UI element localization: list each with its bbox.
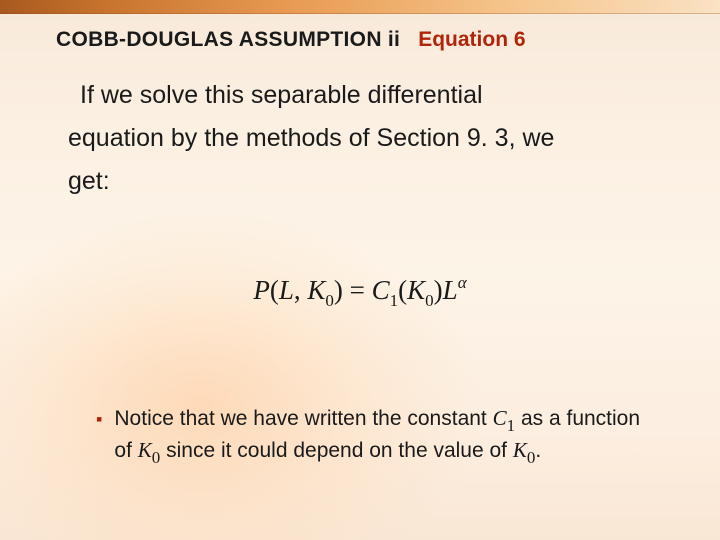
eq-sub0a: 0 <box>325 291 334 310</box>
bullet-K2: K <box>513 438 527 462</box>
body-line-1: If we solve this separable differential <box>80 74 678 117</box>
body-line-2: equation by the methods of Section 9. 3,… <box>68 117 678 160</box>
eq-K2: K <box>407 275 425 305</box>
eq-sub0b: 0 <box>425 291 434 310</box>
eq-open1: ( <box>270 275 279 305</box>
eq-K1: K <box>307 275 325 305</box>
header-title: COBB-DOUGLAS ASSUMPTION ii <box>56 28 400 52</box>
bullet-block: ▪ Notice that we have written the consta… <box>96 404 650 469</box>
bullet-C: C <box>493 406 507 430</box>
eq-L2: L <box>443 275 458 305</box>
eq-alpha: α <box>458 273 467 292</box>
eq-comma: , <box>294 275 308 305</box>
bullet-period: . <box>535 439 541 462</box>
body-paragraph: If we solve this separable differential … <box>68 74 678 203</box>
bullet-text: Notice that we have written the constant… <box>114 404 650 469</box>
header-equation-label: Equation 6 <box>418 28 525 52</box>
eq-close1-eq: ) = <box>334 275 372 305</box>
eq-P: P <box>253 275 270 305</box>
bullet-pre1: Notice that we have written the constant <box>114 407 492 430</box>
bullet-square-icon: ▪ <box>96 406 102 433</box>
bullet-sub0b: 0 <box>527 448 536 467</box>
equation-display: P(L, K0) = C1(K0)Lα <box>0 274 720 310</box>
bullet-K1: K <box>138 438 152 462</box>
body-line-3: get: <box>68 160 678 203</box>
eq-sub1: 1 <box>390 291 399 310</box>
eq-C: C <box>372 275 390 305</box>
bullet-sub1: 1 <box>507 416 516 435</box>
accent-bar <box>0 0 720 14</box>
slide-header: COBB-DOUGLAS ASSUMPTION ii Equation 6 <box>56 28 526 52</box>
bullet-mid2: since it could depend on the value of <box>160 439 513 462</box>
eq-close2: ) <box>434 275 443 305</box>
bullet-sub0a: 0 <box>152 448 161 467</box>
eq-open2: ( <box>398 275 407 305</box>
eq-L: L <box>279 275 294 305</box>
bullet-row: ▪ Notice that we have written the consta… <box>96 404 650 469</box>
